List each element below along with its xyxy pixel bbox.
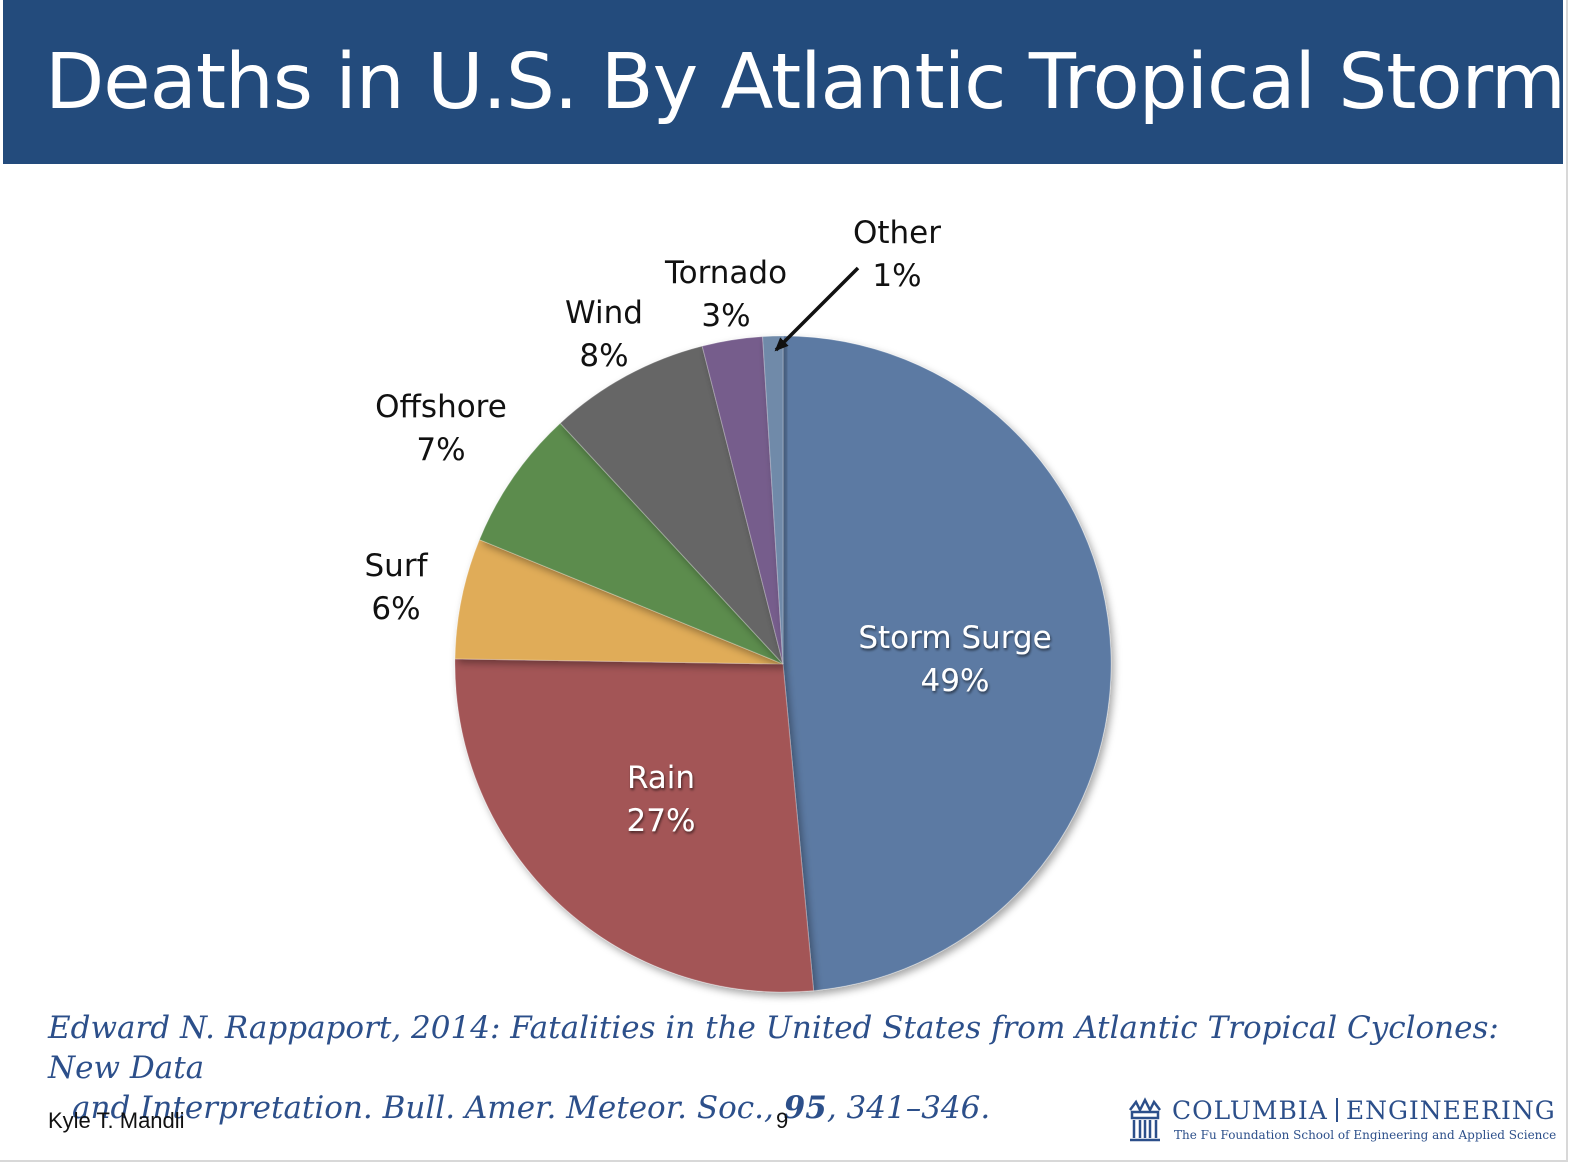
slice-value-offshore: 7%: [416, 432, 465, 468]
slice-value-surf: 6%: [371, 591, 420, 627]
slice-value-rain: 27%: [627, 803, 696, 839]
logo-separator: [1335, 1098, 1338, 1122]
slice-label-surf: Surf: [365, 548, 429, 584]
pie-slice-offshore: [478, 422, 784, 665]
logo-name: COLUMBIA ENGINEERING: [1172, 1096, 1556, 1125]
slice-label-offshore: Offshore: [375, 389, 507, 425]
citation-line2-post: , 341–346.: [826, 1090, 991, 1126]
logo-engineering: ENGINEERING: [1345, 1096, 1556, 1125]
slice-value-storm-surge: 49%: [921, 663, 990, 699]
citation: Edward N. Rappaport, 2014: Fatalities in…: [48, 1008, 1528, 1128]
slice-label-storm-surge: Storm Surge: [858, 620, 1051, 656]
pie-slice-wind: [559, 345, 784, 665]
citation-line1: Edward N. Rappaport, 2014: Fatalities in…: [48, 1010, 1499, 1086]
pie-slice-surf: [454, 539, 784, 665]
logo-subtitle: The Fu Foundation School of Engineering …: [1174, 1128, 1557, 1142]
columbia-engineering-logo: COLUMBIA ENGINEERING The Fu Foundation Sc…: [1122, 1094, 1556, 1150]
pie-labels: Storm Surge 49% Rain 27% Surf 6% Offshore 7% Win…: [365, 215, 1052, 839]
pie-slice-rain: [454, 658, 815, 993]
crown-icon: [1129, 1097, 1161, 1142]
pie-slices: [454, 335, 1112, 993]
logo-columbia: COLUMBIA: [1172, 1096, 1328, 1125]
slice-label-tornado: Tornado: [664, 255, 787, 291]
footer-author: Kyle T. Mandli: [48, 1108, 185, 1133]
slice-label-rain: Rain: [627, 760, 695, 796]
citation-line2: and Interpretation. Bull. Amer. Meteor. …: [48, 1088, 1528, 1128]
slice-value-tornado: 3%: [701, 298, 750, 334]
page-number: 9: [776, 1108, 789, 1133]
slice-value-other: 1%: [872, 258, 921, 294]
other-callout-arrow: [774, 266, 860, 352]
pie-chart: Storm Surge 49% Rain 27% Surf 6% Offshore 7% Win…: [365, 215, 1112, 993]
citation-volume: 95: [783, 1090, 827, 1126]
pie-slice-other: [762, 335, 784, 665]
slice-value-wind: 8%: [579, 338, 628, 374]
citation-line2-pre: and Interpretation. Bull. Amer. Meteor. …: [72, 1090, 784, 1126]
pie-slice-storm-surge: [782, 335, 1112, 992]
slice-label-other: Other: [853, 215, 941, 251]
title-bar: Deaths in U.S. By Atlantic Tropical Stor…: [3, 0, 1578, 164]
slice-label-wind: Wind: [565, 295, 643, 331]
slide-title: Deaths in U.S. By Atlantic Tropical Stor…: [45, 38, 1578, 127]
